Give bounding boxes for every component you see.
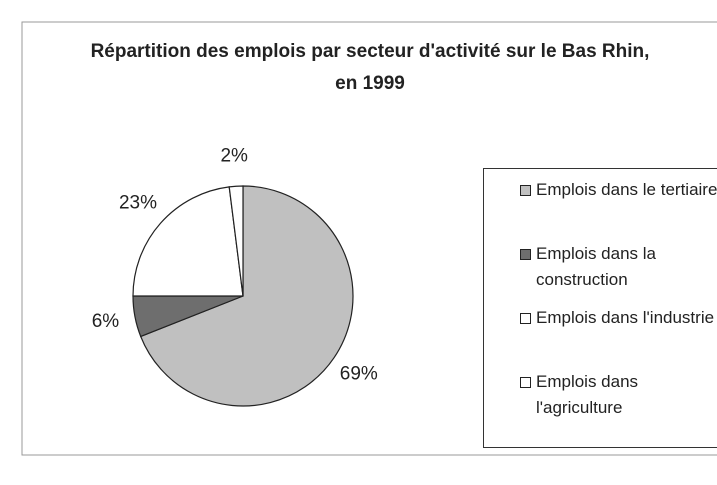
legend-swatch xyxy=(520,249,531,260)
pie-slice xyxy=(132,186,244,297)
legend-item: Emplois dans l'agriculture xyxy=(484,369,717,433)
data-label: 69% xyxy=(340,364,378,385)
legend-label: Emplois dans l'agriculture xyxy=(536,372,639,417)
legend-label: Emplois dans la construction xyxy=(536,244,657,289)
data-label: 2% xyxy=(220,145,248,166)
legend: Emplois dans le tertiaire Emplois dans la… xyxy=(483,168,717,448)
data-label: 6% xyxy=(92,311,120,332)
chart-title: Répartition des emplois par secteur d'ac… xyxy=(90,41,650,94)
legend-swatch xyxy=(520,185,531,196)
pie-slice xyxy=(228,185,244,297)
legend-label: Emplois dans l'industrie xyxy=(536,308,715,327)
legend-label: Emplois dans le tertiaire xyxy=(536,180,717,199)
legend-swatch xyxy=(520,313,531,324)
legend-swatch xyxy=(520,377,531,388)
legend-item: Emplois dans le tertiaire xyxy=(484,177,717,241)
pie-slice xyxy=(139,185,354,407)
legend-item: Emplois dans l'industrie xyxy=(484,305,717,369)
legend-item: Emplois dans la construction xyxy=(484,241,717,305)
chart-border xyxy=(21,21,717,456)
data-label: 23% xyxy=(119,192,157,213)
